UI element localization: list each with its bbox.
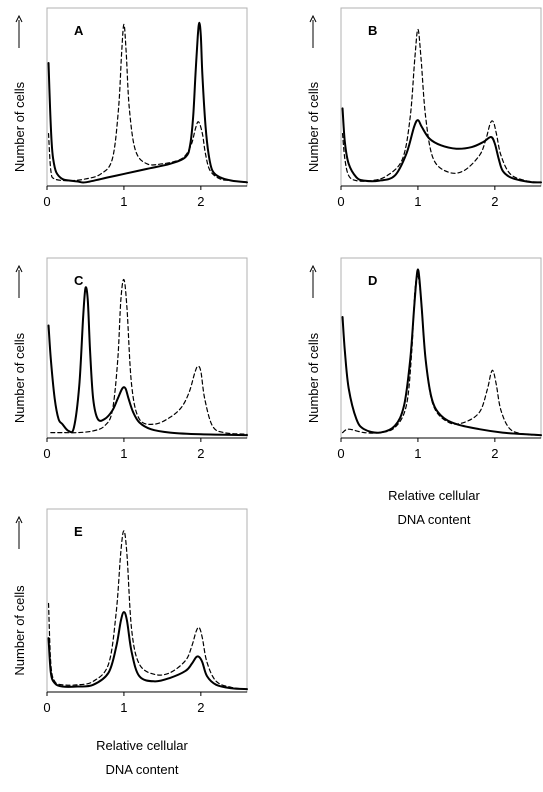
- x-tick-label: 2: [197, 446, 204, 461]
- x-axis-title-line-2: DNA content: [397, 512, 471, 527]
- solid-series-line: [341, 107, 542, 184]
- panel-letter: C: [74, 273, 84, 288]
- y-axis-label: Number of cells: [12, 585, 27, 676]
- dashed-series-line: [47, 23, 248, 183]
- x-axis-title-right: Relative cellular DNA content: [344, 484, 524, 532]
- panel-letter: B: [368, 23, 377, 38]
- x-tick-label: 1: [414, 446, 421, 461]
- x-tick-label: 1: [120, 194, 127, 209]
- panel-b: 0 1 2 B Number of cells: [306, 7, 542, 209]
- y-axis-arrow-head: [15, 14, 23, 23]
- y-axis-arrow-head: [15, 264, 23, 273]
- x-axis-title-bottom: Relative cellular DNA content: [52, 734, 232, 782]
- panel-letter: D: [368, 273, 377, 288]
- dashed-series-line: [341, 28, 542, 183]
- y-axis-arrow-head: [309, 14, 317, 23]
- dashed-series-line: [50, 278, 248, 435]
- y-axis-label: Number of cells: [12, 81, 27, 172]
- x-tick-label: 2: [197, 194, 204, 209]
- x-tick-label: 0: [337, 446, 344, 461]
- dashed-series-line: [47, 530, 248, 690]
- panel-letter: A: [74, 23, 84, 38]
- x-axis-title-line-1: Relative cellular: [388, 488, 480, 503]
- dashed-series-line: [341, 275, 542, 436]
- panel-e: 0 1 2 E Number of cells: [12, 508, 248, 715]
- panel-d: 0 1 2 D Number of cells: [306, 257, 542, 461]
- x-tick-label: 0: [43, 700, 50, 715]
- x-tick-label: 0: [43, 194, 50, 209]
- y-axis-arrow-head: [309, 264, 317, 273]
- solid-series-line: [47, 611, 248, 691]
- x-tick-label: 1: [120, 446, 127, 461]
- y-axis-label: Number of cells: [12, 332, 27, 423]
- y-axis-arrow-head: [15, 515, 23, 524]
- y-axis-label: Number of cells: [306, 332, 321, 423]
- panel-letter: E: [74, 524, 83, 539]
- x-tick-label: 0: [43, 446, 50, 461]
- panel-a: 0 1 2 A Number of cells: [12, 7, 248, 209]
- solid-series-line: [47, 21, 248, 184]
- solid-series-line: [341, 268, 542, 437]
- x-tick-label: 2: [491, 446, 498, 461]
- x-tick-label: 1: [120, 700, 127, 715]
- x-tick-label: 1: [414, 194, 421, 209]
- solid-series-line: [47, 286, 248, 437]
- panel-c: 0 1 2 C Number of cells: [12, 257, 248, 461]
- x-tick-label: 0: [337, 194, 344, 209]
- x-axis-title-line-1: Relative cellular: [96, 738, 188, 753]
- y-axis-label: Number of cells: [306, 81, 321, 172]
- x-tick-label: 2: [491, 194, 498, 209]
- x-axis-title-line-2: DNA content: [105, 762, 179, 777]
- x-tick-label: 2: [197, 700, 204, 715]
